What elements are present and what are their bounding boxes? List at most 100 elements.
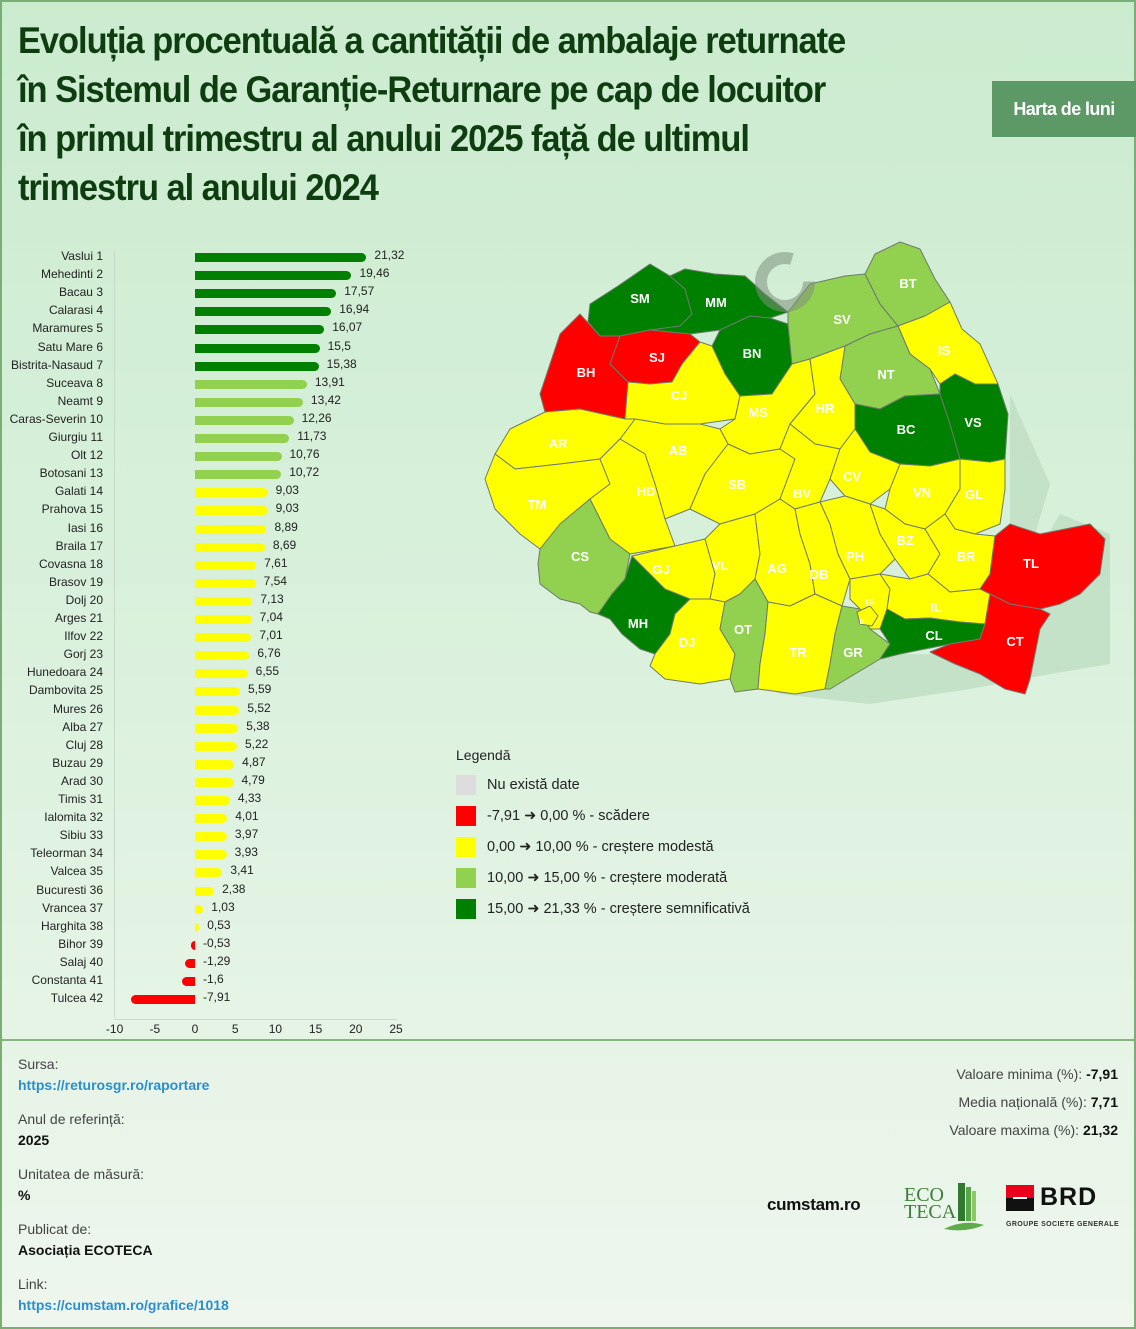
chart-link[interactable]: https://cumstam.ro/grafice/1018 (18, 1297, 229, 1313)
chart-row[interactable]: Bacau 3 17,57 (2, 284, 422, 302)
chart-row[interactable]: Buzau 29 4,87 (2, 755, 422, 773)
bar[interactable] (195, 361, 319, 371)
county-HD[interactable] (589, 438, 676, 555)
bar[interactable] (195, 325, 325, 335)
bar[interactable] (195, 343, 320, 353)
chart-row[interactable]: Bucuresti 36 2,38 (2, 882, 422, 900)
chart-row[interactable]: Braila 17 8,69 (2, 538, 422, 556)
chart-row[interactable]: Alba 27 5,38 (2, 719, 422, 737)
bar[interactable] (195, 868, 223, 878)
county-B[interactable] (856, 605, 879, 627)
bar[interactable] (195, 524, 267, 534)
chart-row[interactable]: Calarasi 4 16,94 (2, 302, 422, 320)
county-CT[interactable] (929, 593, 1051, 695)
chart-row[interactable]: Valcea 35 3,41 (2, 863, 422, 881)
bar[interactable] (195, 633, 252, 643)
county-BV[interactable] (779, 423, 841, 510)
chart-row[interactable]: Timis 31 4,33 (2, 791, 422, 809)
bar[interactable] (184, 958, 195, 968)
bar[interactable] (195, 415, 294, 425)
bar[interactable] (195, 397, 303, 407)
legend-item-significant[interactable]: 15,00 ➜ 21,33 % - creștere semnificativă (456, 893, 750, 924)
bar[interactable] (195, 705, 240, 715)
ecoteca-logo[interactable]: ECO TECA (904, 1181, 994, 1235)
bar[interactable] (195, 434, 290, 443)
bar[interactable] (195, 506, 268, 516)
chart-row[interactable]: Iasi 16 8,89 (2, 520, 422, 538)
bar[interactable] (195, 578, 256, 588)
legend-item-decrease[interactable]: -7,91 ➜ 0,00 % - scădere (456, 800, 750, 831)
bar[interactable] (195, 452, 282, 462)
bar[interactable] (195, 886, 215, 896)
bar[interactable] (195, 759, 235, 769)
bar[interactable] (195, 307, 332, 317)
chart-row[interactable]: Galati 14 9,03 (2, 483, 422, 501)
bar[interactable] (195, 271, 352, 281)
chart-row[interactable]: Ilfov 22 7,01 (2, 628, 422, 646)
chart-row[interactable]: Dolj 20 7,13 (2, 592, 422, 610)
chart-row[interactable]: Constanta 41 -1,6 (2, 972, 422, 990)
bar[interactable] (195, 542, 265, 552)
bar[interactable] (195, 777, 234, 787)
cumstam-logo[interactable]: cumstam.ro (767, 1195, 861, 1214)
bar[interactable] (182, 977, 195, 986)
county-BT[interactable] (864, 241, 951, 327)
bar[interactable] (195, 904, 204, 914)
map-of-the-week-button[interactable]: Harta de luni (992, 81, 1136, 137)
chart-row[interactable]: Brasov 19 7,54 (2, 574, 422, 592)
chart-row[interactable]: Mehedinti 2 19,46 (2, 266, 422, 284)
chart-row[interactable]: Maramures 5 16,07 (2, 320, 422, 338)
source-link[interactable]: https://returosgr.ro/raportare (18, 1077, 210, 1093)
legend-item-no-data[interactable]: Nu există date (456, 769, 750, 800)
bar[interactable] (195, 669, 248, 679)
bar[interactable] (195, 850, 227, 860)
bar[interactable] (195, 488, 268, 498)
chart-row[interactable]: Sibiu 33 3,97 (2, 827, 422, 845)
chart-row[interactable]: Arad 30 4,79 (2, 773, 422, 791)
chart-row[interactable]: Satu Mare 6 15,5 (2, 339, 422, 357)
bar[interactable] (195, 687, 240, 697)
chart-row[interactable]: Teleorman 34 3,93 (2, 845, 422, 863)
chart-row[interactable]: Giurgiu 11 11,73 (2, 429, 422, 447)
chart-row[interactable]: Tulcea 42 -7,91 (2, 990, 422, 1008)
bar[interactable] (195, 253, 367, 262)
chart-row[interactable]: Neamt 9 13,42 (2, 393, 422, 411)
bar[interactable] (195, 615, 252, 624)
bar[interactable] (195, 832, 227, 842)
chart-row[interactable]: Salaj 40 -1,29 (2, 954, 422, 972)
bar[interactable] (195, 723, 239, 733)
county-PH[interactable] (819, 495, 896, 580)
county-GL[interactable] (944, 458, 1006, 535)
chart-row[interactable]: Covasna 18 7,61 (2, 556, 422, 574)
chart-row[interactable]: Bihor 39 -0,53 (2, 936, 422, 954)
legend-item-moderate[interactable]: 10,00 ➜ 15,00 % - creștere moderată (456, 862, 750, 893)
chart-row[interactable]: Gorj 23 6,76 (2, 646, 422, 664)
chart-row[interactable]: Vaslui 1 21,32 (2, 248, 422, 266)
chart-row[interactable]: Mures 26 5,52 (2, 701, 422, 719)
chart-row[interactable]: Suceava 8 13,91 (2, 375, 422, 393)
bar[interactable] (195, 741, 237, 751)
chart-row[interactable]: Dambovita 25 5,59 (2, 682, 422, 700)
chart-row[interactable]: Cluj 28 5,22 (2, 737, 422, 755)
brd-logo[interactable]: BRD GROUPE SOCIETE GENERALE (1006, 1183, 1120, 1228)
bar[interactable] (195, 922, 200, 932)
chart-row[interactable]: Hunedoara 24 6,55 (2, 664, 422, 682)
chart-row[interactable]: Botosani 13 10,72 (2, 465, 422, 483)
chart-row[interactable]: Arges 21 7,04 (2, 610, 422, 628)
chart-row[interactable]: Ialomita 32 4,01 (2, 809, 422, 827)
bar[interactable] (195, 796, 230, 805)
chart-row[interactable]: Olt 12 10,76 (2, 447, 422, 465)
chart-row[interactable]: Caras-Severin 10 12,26 (2, 411, 422, 429)
chart-row[interactable]: Prahova 15 9,03 (2, 501, 422, 519)
legend-item-modest[interactable]: 0,00 ➜ 10,00 % - creștere modestă (456, 831, 750, 862)
bar[interactable] (190, 940, 195, 950)
chart-row[interactable]: Harghita 38 0,53 (2, 918, 422, 936)
chart-row[interactable]: Bistrita-Nasaud 7 15,38 (2, 357, 422, 375)
bar[interactable] (195, 560, 257, 570)
bar[interactable] (195, 379, 307, 389)
bar[interactable] (195, 651, 250, 661)
bar[interactable] (195, 470, 282, 480)
bar[interactable] (195, 814, 228, 824)
bar[interactable] (195, 596, 253, 606)
bar[interactable] (195, 289, 337, 299)
